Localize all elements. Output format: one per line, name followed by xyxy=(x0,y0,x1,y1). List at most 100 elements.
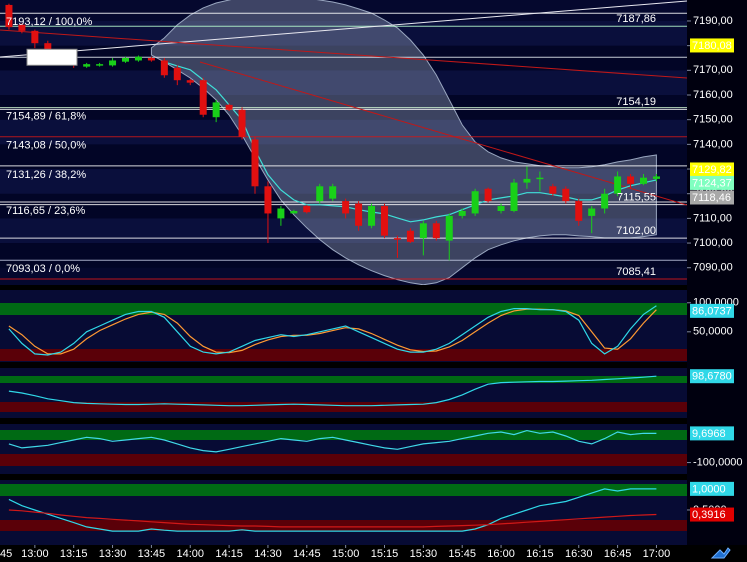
corner-icon[interactable] xyxy=(710,547,731,559)
indicator-line xyxy=(8,305,657,356)
zone-high xyxy=(0,484,687,496)
x-tick-label: 14:00 xyxy=(176,548,204,560)
candle-body xyxy=(471,191,479,214)
price-marker-label: 9,6968 xyxy=(692,428,726,440)
grid-band xyxy=(0,243,687,268)
candle-body xyxy=(627,176,635,184)
price-panel xyxy=(0,0,687,285)
zone-high xyxy=(0,376,687,383)
candle-body xyxy=(549,186,557,194)
candle-body xyxy=(510,182,518,211)
candle-body xyxy=(303,206,311,213)
trend-line xyxy=(199,61,687,206)
zone-low xyxy=(0,520,687,531)
price-marker-label: 7180,08 xyxy=(692,40,732,52)
trend-line xyxy=(0,29,687,79)
candle-body xyxy=(536,177,544,180)
x-tick-label: 13:45 xyxy=(138,548,166,560)
x-tick-label: 15:30 xyxy=(410,548,438,560)
price-marker xyxy=(690,190,734,205)
candle-body xyxy=(497,206,505,211)
y-tick-label: 7150,00 xyxy=(693,114,733,126)
price-marker-label: 7118,46 xyxy=(692,192,731,204)
candle-body xyxy=(381,206,388,236)
candle-body xyxy=(83,64,91,67)
indicator-panel xyxy=(0,424,687,474)
band-area xyxy=(150,0,657,285)
price-marker xyxy=(690,369,734,384)
candle-body xyxy=(160,60,168,76)
candle-body xyxy=(147,57,155,61)
indicator-line xyxy=(8,488,657,532)
x-tick-label: 16:45 xyxy=(604,548,632,560)
grid-band xyxy=(0,144,687,170)
y-tick-label: 7110,00 xyxy=(693,212,732,224)
indicator-panel xyxy=(0,290,687,362)
candle-body xyxy=(419,223,427,239)
x-tick-label: 45 xyxy=(0,548,12,560)
price-marker xyxy=(690,426,734,441)
price-marker xyxy=(690,162,734,177)
candle-body xyxy=(588,208,596,216)
level-label: 7116,65 / 23,6% xyxy=(6,205,86,217)
candle-body xyxy=(122,57,129,62)
price-marker-label: 7129,82 xyxy=(692,164,732,176)
price-marker xyxy=(690,38,734,53)
x-tick-label: 16:00 xyxy=(487,548,515,560)
price-marker-label: 86,0737 xyxy=(692,305,732,317)
level-label: 7193,12 / 100,0% xyxy=(6,16,92,28)
grid-band xyxy=(0,218,687,244)
candle-body xyxy=(238,109,246,137)
indicator-panel xyxy=(0,480,687,545)
candle-body xyxy=(109,60,117,66)
grid-band xyxy=(0,169,687,194)
candle-body xyxy=(44,43,52,54)
price-marker-label: 1,0000 xyxy=(692,483,726,495)
candle-body xyxy=(432,223,440,239)
grid-band xyxy=(0,45,687,71)
candle-body xyxy=(652,176,660,179)
level-label: 7085,41 xyxy=(616,266,656,278)
candle-body xyxy=(18,24,26,31)
indicator-line xyxy=(8,509,657,528)
y-tick-label: 7140,00 xyxy=(693,138,733,150)
x-tick-label: 13:30 xyxy=(99,548,127,560)
indicator-panel xyxy=(0,368,687,418)
x-tick-label: 15:45 xyxy=(448,548,476,560)
candle-body xyxy=(251,139,259,187)
candle-body xyxy=(225,104,233,110)
y-tick-label: 50,0000 xyxy=(693,326,733,338)
candle-body xyxy=(640,177,647,184)
x-tick-label: 17:00 xyxy=(643,548,671,560)
y-tick-label: 7190,00 xyxy=(693,15,733,27)
candle-body xyxy=(523,178,531,183)
indicator-line xyxy=(8,375,657,407)
level-label: 7187,86 xyxy=(616,13,656,25)
candle-body xyxy=(562,188,570,202)
candle-body xyxy=(355,203,363,226)
candle-body xyxy=(368,206,376,226)
candle-body xyxy=(458,210,466,216)
candle-body xyxy=(393,238,401,240)
x-tick-label: 14:15 xyxy=(215,548,243,560)
candle-body xyxy=(277,208,285,219)
y-tick-label: 7170,00 xyxy=(693,64,733,76)
candle-body xyxy=(134,56,142,61)
price-marker xyxy=(690,175,734,190)
level-label: 7154,89 / 61,8% xyxy=(6,111,86,123)
x-tick-label: 16:30 xyxy=(565,548,593,560)
candle-body xyxy=(445,215,453,241)
x-tick-label: 14:30 xyxy=(254,548,282,560)
price-marker-label: 98,6780 xyxy=(692,371,732,383)
level-label: 7143,08 / 50,0% xyxy=(6,140,86,152)
time-axis-area xyxy=(0,546,747,562)
y-tick-label: 7100,00 xyxy=(693,237,733,249)
zone-low xyxy=(0,402,687,412)
x-tick-label: 15:00 xyxy=(332,548,360,560)
candle-body xyxy=(316,186,324,202)
x-tick-label: 13:00 xyxy=(21,548,49,560)
x-tick-label: 13:15 xyxy=(60,548,88,560)
grid-band xyxy=(0,70,687,95)
candle-body xyxy=(31,30,39,44)
